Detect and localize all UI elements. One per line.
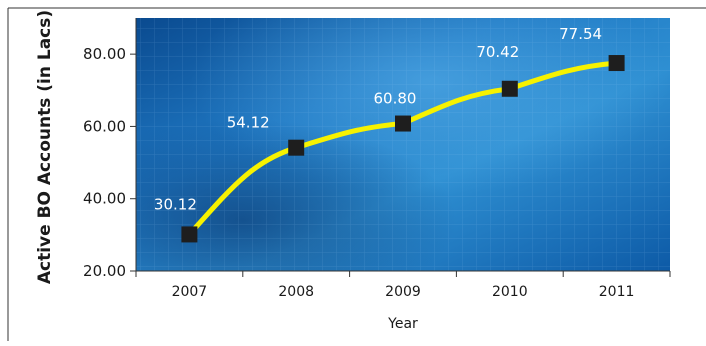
plot-background-texture xyxy=(136,18,670,271)
data-label-2010: 70.42 xyxy=(476,43,519,61)
x-tick-label: 2011 xyxy=(599,284,635,300)
x-tick-label: 2008 xyxy=(278,284,314,300)
x-tick-label: 2010 xyxy=(492,284,528,300)
data-point-marker-2008 xyxy=(288,140,304,156)
data-point-marker-2011 xyxy=(609,55,625,71)
data-label-2011: 77.54 xyxy=(559,25,602,43)
x-axis-ticks: 2007 2008 2009 2010 2011 xyxy=(136,271,670,300)
data-label-2009: 60.80 xyxy=(374,90,417,108)
y-tick-label: 60.00 xyxy=(83,117,126,135)
y-tick-label: 40.00 xyxy=(83,190,126,208)
x-tick-label: 2007 xyxy=(172,284,208,300)
x-tick-label: 2009 xyxy=(385,284,421,300)
plot-background xyxy=(136,18,670,271)
data-point-marker-2010 xyxy=(502,81,518,97)
y-tick-label: 80.00 xyxy=(83,45,126,63)
data-label-2007: 30.12 xyxy=(154,195,197,213)
data-point-marker-2007 xyxy=(181,226,197,242)
x-axis-title: Year xyxy=(387,316,418,332)
data-label-2008: 54.12 xyxy=(227,114,270,132)
y-tick-label: 20.00 xyxy=(83,262,126,280)
data-point-marker-2009 xyxy=(395,116,411,132)
y-axis-title: Active BO Accounts (in Lacs) xyxy=(35,10,55,284)
y-axis-ticks: 20.00 40.00 60.00 80.00 xyxy=(83,45,136,280)
